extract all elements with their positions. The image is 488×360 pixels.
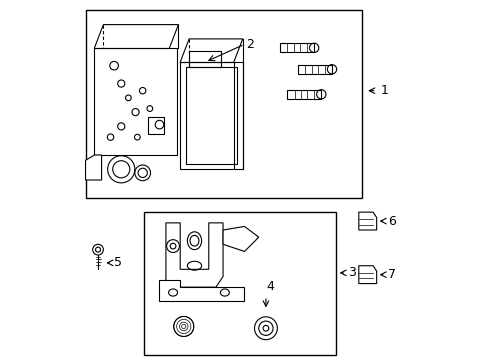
- Bar: [185, 67, 237, 164]
- Polygon shape: [223, 226, 258, 251]
- Polygon shape: [358, 212, 376, 230]
- Text: 7: 7: [387, 268, 396, 281]
- Text: 5: 5: [114, 256, 122, 269]
- Polygon shape: [85, 155, 102, 180]
- Bar: [180, 62, 242, 169]
- Bar: [280, 43, 313, 52]
- Bar: [148, 117, 164, 134]
- Polygon shape: [165, 223, 223, 287]
- Bar: [287, 90, 321, 99]
- Polygon shape: [358, 266, 376, 284]
- Bar: [298, 64, 331, 73]
- Bar: [144, 212, 335, 355]
- Bar: [189, 51, 221, 67]
- Text: 6: 6: [387, 215, 396, 228]
- Polygon shape: [159, 280, 244, 301]
- Text: 3: 3: [347, 266, 355, 279]
- Bar: [94, 48, 176, 155]
- Bar: [85, 10, 362, 198]
- Text: 2: 2: [246, 38, 254, 51]
- Text: 1: 1: [380, 84, 387, 97]
- Text: 4: 4: [266, 279, 274, 293]
